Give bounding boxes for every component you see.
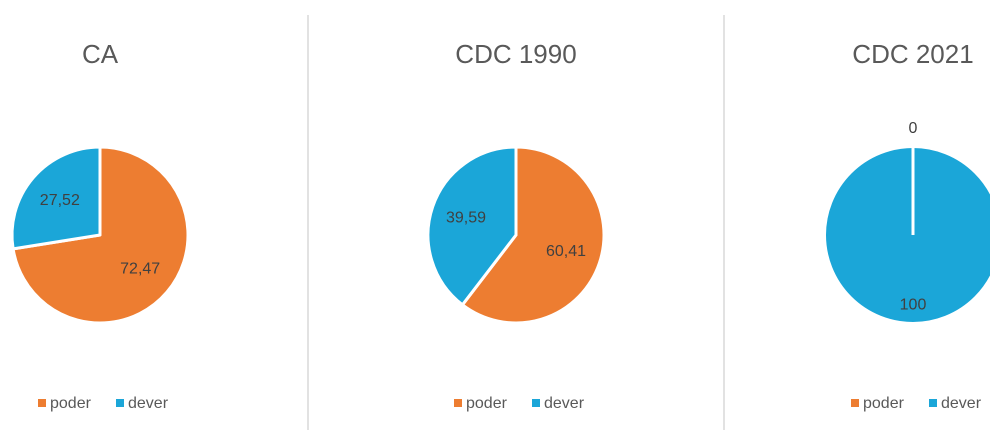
legend-label: poder	[50, 395, 92, 412]
legend-label: dever	[941, 395, 982, 412]
legend-swatch	[851, 399, 859, 407]
legend-label: dever	[128, 395, 169, 412]
data-label: 100	[900, 297, 927, 314]
chart-title: CDC 1990	[455, 39, 576, 69]
legend-swatch	[929, 399, 937, 407]
legend-label: poder	[466, 395, 508, 412]
legend-swatch	[532, 399, 540, 407]
chart-title: CDC 2021	[852, 39, 973, 69]
data-label: 60,41	[546, 243, 586, 260]
data-label: 72,47	[120, 260, 160, 277]
legend-label: dever	[544, 395, 585, 412]
legend-swatch	[38, 399, 46, 407]
data-label: 0	[909, 120, 918, 137]
legend-label: poder	[863, 395, 905, 412]
legend-swatch	[454, 399, 462, 407]
pie-slice	[10, 145, 102, 251]
pie-slice	[460, 145, 606, 325]
data-label: 27,52	[40, 192, 80, 209]
chart-title: CA	[82, 39, 119, 69]
pie-slice	[426, 145, 518, 307]
legend-swatch	[116, 399, 124, 407]
data-label: 39,59	[446, 209, 486, 226]
